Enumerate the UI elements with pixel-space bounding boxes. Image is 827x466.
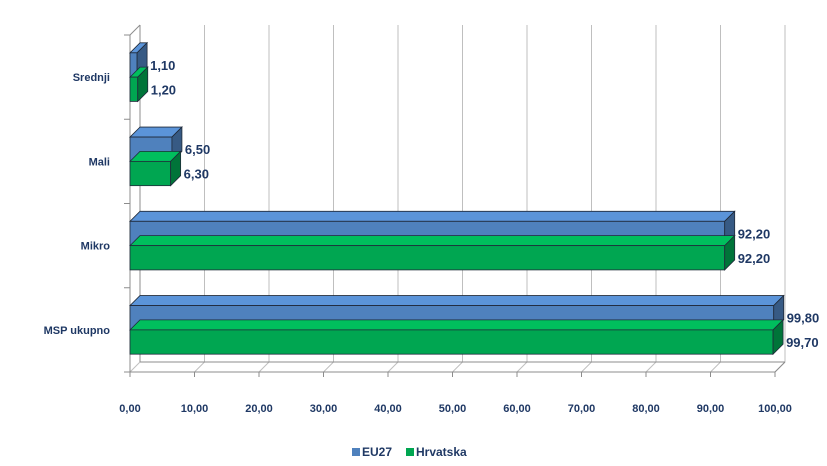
x-tick-label: 10,00 (181, 403, 209, 415)
data-label: 99,80 (787, 311, 820, 326)
label-layer: 0,00 10,00 20,00 30,00 40,00 50,00 60,00 70,00 8… (44, 58, 820, 415)
bar-side (772, 318, 784, 356)
data-label: 92,20 (738, 251, 771, 266)
legend-swatch (352, 448, 360, 456)
floor-line (581, 361, 592, 373)
category-label: MSP ukupno (44, 325, 111, 337)
x-tick-label: 20,00 (245, 403, 273, 415)
floor-line (516, 361, 528, 373)
floor-line (452, 361, 463, 373)
data-label: 92,20 (738, 226, 771, 241)
data-label: 1,10 (150, 58, 175, 73)
bar-hrvatska-mali (129, 150, 182, 187)
bar-hrvatska-msp-ukupno (129, 318, 785, 356)
floor-line (129, 361, 141, 373)
x-tick-label: 60,00 (503, 403, 531, 415)
category-label: Mali (89, 156, 110, 168)
bar-front (129, 160, 172, 187)
bar-top (129, 295, 785, 306)
x-tick-label: 30,00 (310, 403, 338, 415)
floor-line (645, 361, 657, 373)
legend-item-hrvatska: Hrvatska (406, 445, 467, 459)
bar-front (129, 329, 774, 355)
data-label: 99,70 (786, 335, 819, 350)
x-tick-label: 70,00 (568, 403, 596, 415)
x-tick-label: 80,00 (632, 403, 660, 415)
legend-label: EU27 (362, 445, 392, 459)
x-tick-label: 50,00 (439, 403, 467, 415)
x-tick-label: 0,00 (119, 403, 140, 415)
bar-front (129, 245, 726, 271)
floor-line (710, 361, 721, 373)
bar-side (137, 66, 149, 103)
data-label: 1,20 (151, 82, 176, 97)
category-label: Srednji (73, 72, 110, 84)
bar-top (129, 319, 785, 331)
category-label: Mikro (81, 241, 111, 253)
data-label: 6,30 (184, 167, 209, 182)
x-axis-end (774, 361, 786, 373)
legend-item-eu27: EU27 (352, 445, 392, 459)
x-tick-label: 100,00 (758, 403, 792, 415)
floor-line (258, 361, 270, 373)
bar-layer (129, 41, 785, 356)
bar-side (170, 150, 182, 187)
floor-line (194, 361, 205, 373)
bar-top (129, 235, 736, 247)
bar-hrvatska-mikro (129, 234, 736, 271)
x-tick-label: 90,00 (697, 403, 725, 415)
bar-front (129, 76, 139, 102)
x-tick-label: 40,00 (374, 403, 402, 415)
bar-side (724, 234, 736, 271)
floor-line (387, 361, 399, 373)
floor-line (323, 361, 334, 373)
legend-swatch (406, 448, 414, 456)
bar-top (129, 210, 736, 222)
legend-label: Hrvatska (416, 445, 467, 459)
legend: EU27 Hrvatska (352, 445, 467, 459)
bar-hrvatska-srednji (129, 66, 149, 103)
y-axis-top (129, 24, 141, 36)
data-label: 6,50 (185, 142, 210, 157)
